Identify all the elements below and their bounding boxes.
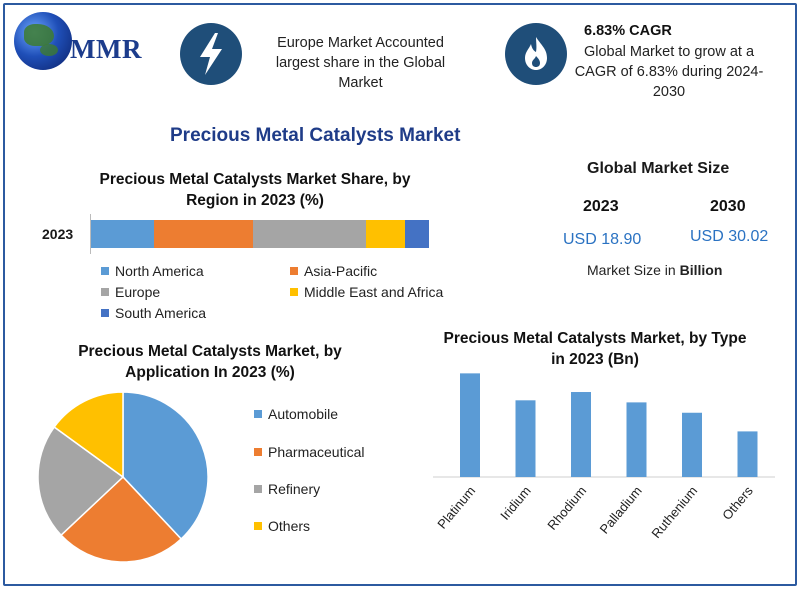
market-size-year-2023: 2023	[583, 198, 619, 215]
application-legend-item-automobile: Automobile	[254, 405, 338, 423]
pie-slice-automobile	[122, 391, 209, 541]
legend-swatch	[254, 522, 262, 530]
logo-land-shape	[24, 24, 54, 46]
legend-swatch	[290, 267, 298, 275]
type-bar-platinum	[460, 373, 480, 477]
market-size-title: Global Market Size	[587, 160, 730, 177]
legend-swatch	[101, 288, 109, 296]
type-tick-label-rhodium: Rhodium	[544, 483, 589, 533]
type-tick-label-platinum: Platinum	[434, 483, 478, 531]
region-bar-segment-south-america	[404, 220, 429, 248]
region-bar-segment-europe	[253, 220, 367, 248]
europe-share-text: Europe Market Accounted largest share in…	[275, 35, 446, 91]
legend-swatch	[290, 288, 298, 296]
application-legend-item-refinery: Refinery	[254, 480, 320, 498]
market-size-unit-prefix: Market Size in	[587, 262, 680, 278]
lightning-icon	[180, 23, 242, 85]
region-legend-item-asia-pacific: Asia-Pacific	[290, 262, 377, 280]
legend-swatch	[254, 410, 262, 418]
region-legend-item-europe: Europe	[101, 283, 160, 301]
legend-label: Others	[268, 518, 311, 534]
cagr-title: 6.83% CAGR	[584, 23, 672, 39]
market-size-value-2023: USD 18.90	[563, 231, 642, 248]
application-chart-title: Precious Metal Catalysts Market, by Appl…	[78, 343, 342, 381]
legend-swatch	[101, 309, 109, 317]
logo-land-shape-2	[40, 44, 58, 56]
type-bar-others	[737, 431, 758, 477]
type-chart-title: Precious Metal Catalysts Market, by Type…	[443, 330, 747, 368]
legend-label: Automobile	[268, 406, 339, 422]
region-chart-title: Precious Metal Catalysts Market Share, b…	[99, 171, 411, 209]
region-bar-segment-asia-pacific	[153, 220, 254, 248]
pie-slice-others	[53, 391, 124, 479]
market-size-year-2030: 2030	[710, 198, 746, 215]
type-tick-label-iridium: Iridium	[497, 483, 534, 523]
page-title: Precious Metal Catalysts Market	[170, 125, 461, 146]
legend-label: Pharmaceutical	[268, 444, 365, 460]
pie-slice-pharmaceutical	[59, 475, 183, 563]
region-legend-item-middle-east-and-africa: Middle East and Africa	[290, 283, 443, 301]
legend-swatch	[101, 267, 109, 275]
type-bar-iridium	[515, 400, 536, 477]
logo-text: MMR	[70, 34, 142, 64]
page-frame	[3, 3, 797, 586]
legend-label: Middle East and Africa	[304, 284, 444, 300]
region-bar-segment-middle-east-and-africa	[366, 220, 405, 248]
type-bar-rhodium	[571, 392, 591, 477]
legend-label: Refinery	[268, 481, 321, 497]
type-bar-ruthenium	[682, 412, 702, 477]
legend-swatch	[254, 448, 262, 456]
pie-slice-refinery	[37, 425, 125, 537]
market-size-unit-bold: Billion	[679, 262, 723, 278]
region-legend-item-south-america: South America	[101, 304, 206, 322]
type-bar-palladium	[626, 402, 647, 477]
type-bar-chart: Platinum Iridium Rhodium Palladium Ruthenium…	[433, 373, 775, 541]
region-legend-item-north-america: North America	[101, 262, 204, 280]
legend-label: South America	[115, 305, 207, 321]
application-legend-item-pharmaceutical: Pharmaceutical	[254, 443, 365, 461]
cagr-text: Global Market to grow at a CAGR of 6.83%…	[574, 44, 764, 100]
type-tick-label-ruthenium: Ruthenium	[648, 483, 700, 541]
flame-icon	[505, 23, 567, 85]
region-bar-axis	[90, 214, 91, 254]
region-bar-year-label: 2023	[42, 226, 74, 242]
type-tick-label-palladium: Palladium	[597, 483, 645, 536]
market-size-unit: Market Size in Billion	[587, 262, 722, 278]
region-bar-segment-north-america	[91, 220, 154, 248]
application-pie-chart	[37, 391, 209, 563]
legend-swatch	[254, 485, 262, 493]
application-legend-item-others: Others	[254, 517, 310, 535]
legend-label: Asia-Pacific	[304, 263, 378, 279]
legend-label: North America	[115, 263, 204, 279]
type-tick-label-others: Others	[719, 483, 756, 523]
legend-label: Europe	[115, 284, 161, 300]
market-size-value-2030: USD 30.02	[690, 228, 769, 245]
